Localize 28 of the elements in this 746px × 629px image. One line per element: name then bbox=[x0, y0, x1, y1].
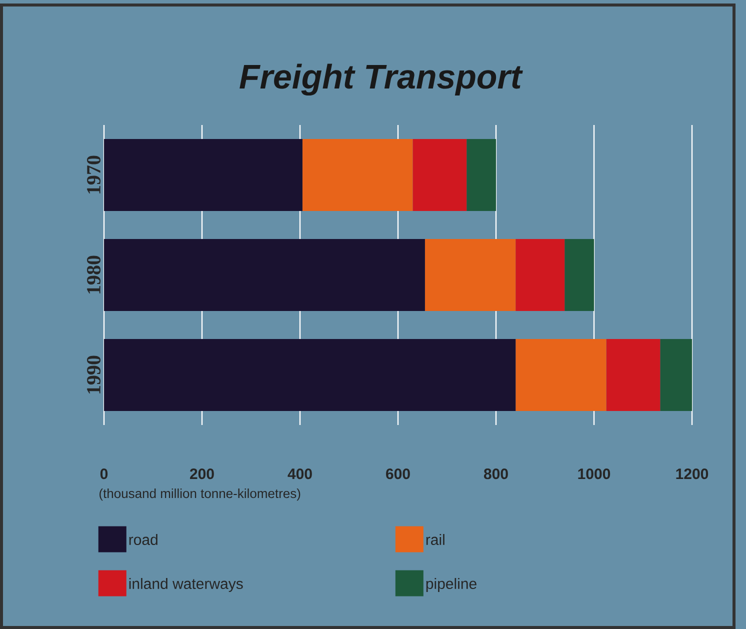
bar bbox=[104, 139, 302, 212]
x-tick-label: 400 bbox=[288, 468, 312, 480]
x-tick-label: 0 bbox=[100, 468, 108, 480]
x-tick-label: 800 bbox=[484, 468, 508, 480]
y-tick-label: 1980 bbox=[86, 256, 100, 294]
y-tick-label: 1970 bbox=[86, 156, 100, 194]
bar bbox=[104, 339, 516, 412]
bar bbox=[516, 339, 606, 412]
bar bbox=[660, 339, 692, 412]
bar bbox=[466, 139, 496, 212]
bar bbox=[104, 239, 425, 312]
legend-label: rail bbox=[426, 534, 444, 546]
bar bbox=[516, 239, 565, 312]
x-tick-label: 1200 bbox=[676, 468, 708, 480]
x-axis-title: (thousand million tonne-kilometres) bbox=[100, 488, 300, 501]
bar bbox=[424, 239, 516, 312]
x-tick-label: 200 bbox=[190, 468, 214, 480]
chart-title: Freight Transport bbox=[240, 64, 523, 96]
legend-label: pipeline bbox=[426, 578, 476, 592]
x-tick-label: 1000 bbox=[578, 468, 610, 480]
bar bbox=[564, 239, 594, 312]
x-tick-label: 600 bbox=[386, 468, 410, 480]
bar bbox=[606, 339, 660, 412]
bar bbox=[302, 139, 413, 212]
y-tick-label: 1990 bbox=[86, 356, 100, 394]
legend-label: inland waterways bbox=[129, 578, 243, 592]
bar bbox=[412, 139, 467, 212]
legend-label: road bbox=[129, 534, 158, 546]
